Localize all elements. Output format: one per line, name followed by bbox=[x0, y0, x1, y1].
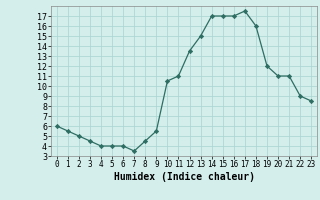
X-axis label: Humidex (Indice chaleur): Humidex (Indice chaleur) bbox=[114, 172, 254, 182]
